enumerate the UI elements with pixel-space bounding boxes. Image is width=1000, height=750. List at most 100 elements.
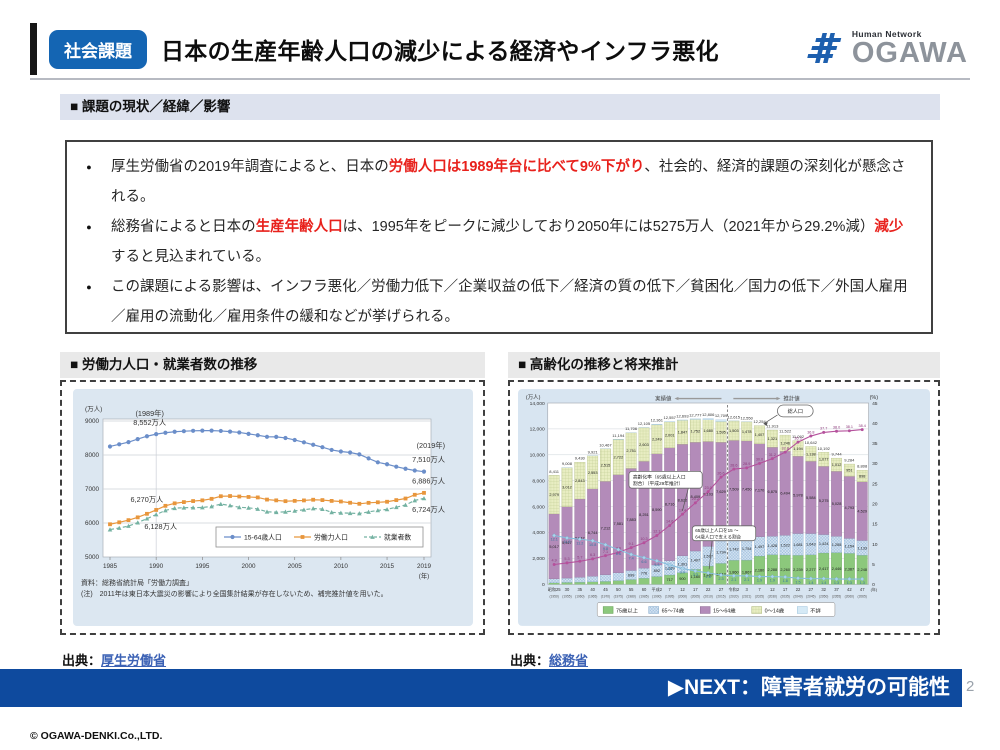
svg-text:12,557: 12,557 <box>663 415 676 420</box>
svg-text:1,428: 1,428 <box>768 544 778 548</box>
svg-text:17: 17 <box>783 587 788 592</box>
svg-text:1,246: 1,246 <box>780 442 790 446</box>
svg-text:2,843: 2,843 <box>575 479 585 483</box>
source-left-label: 出典： <box>62 653 102 668</box>
svg-text:0～14歳: 0～14歳 <box>765 606 785 614</box>
svg-text:6,000: 6,000 <box>532 504 545 510</box>
svg-text:900: 900 <box>679 577 685 581</box>
svg-text:1.3: 1.3 <box>860 581 865 585</box>
svg-text:12,709: 12,709 <box>715 413 728 418</box>
svg-text:2,446: 2,446 <box>832 567 842 571</box>
svg-text:(2055): (2055) <box>832 595 841 599</box>
svg-text:2,288: 2,288 <box>768 568 778 572</box>
svg-text:(2050): (2050) <box>819 595 828 599</box>
svg-text:5: 5 <box>872 562 875 568</box>
svg-text:5,017: 5,017 <box>549 545 559 549</box>
svg-text:(2025): (2025) <box>755 595 764 599</box>
svg-text:45: 45 <box>603 587 608 592</box>
svg-text:(2005): (2005) <box>691 595 700 599</box>
svg-text:15～64歳: 15～64歳 <box>713 606 736 614</box>
svg-text:推計値: 推計値 <box>783 395 800 403</box>
svg-text:1,742: 1,742 <box>729 547 739 551</box>
svg-text:5.3: 5.3 <box>564 557 569 561</box>
svg-text:2.3: 2.3 <box>718 577 723 581</box>
svg-text:14,000: 14,000 <box>530 401 545 407</box>
svg-text:35.3: 35.3 <box>794 436 801 440</box>
svg-text:3,012: 3,012 <box>562 486 572 490</box>
svg-text:1.3: 1.3 <box>834 581 839 585</box>
svg-text:38.1: 38.1 <box>846 425 853 429</box>
svg-text:36.8: 36.8 <box>807 430 814 434</box>
source-right-link[interactable]: 総務省 <box>549 653 589 668</box>
svg-text:5,978: 5,978 <box>793 493 803 497</box>
svg-text:6.6: 6.6 <box>641 560 646 564</box>
svg-text:32: 32 <box>821 587 826 592</box>
svg-text:1,867: 1,867 <box>742 571 752 575</box>
bullet-item: ● 厚生労働省の2019年調査によると、日本の労働人口は1989年台に比べて9%下… <box>67 152 915 212</box>
svg-text:12.1: 12.1 <box>653 530 660 534</box>
svg-text:2005: 2005 <box>287 563 302 570</box>
svg-text:12.1: 12.1 <box>550 538 557 542</box>
svg-text:60: 60 <box>642 587 647 592</box>
svg-text:2,553: 2,553 <box>588 471 598 475</box>
svg-text:10: 10 <box>872 542 878 548</box>
svg-text:6,724万人: 6,724万人 <box>412 505 446 514</box>
svg-text:1,154: 1,154 <box>845 544 856 548</box>
svg-text:不詳: 不詳 <box>810 606 821 614</box>
svg-text:8,409: 8,409 <box>691 495 701 499</box>
svg-text:1,321: 1,321 <box>768 437 778 441</box>
svg-text:1,497: 1,497 <box>755 545 765 549</box>
svg-text:17: 17 <box>693 587 698 592</box>
svg-text:50: 50 <box>616 587 621 592</box>
svg-text:1,077: 1,077 <box>819 458 829 462</box>
svg-text:2.1: 2.1 <box>731 578 736 582</box>
svg-text:9.8: 9.8 <box>603 547 608 551</box>
svg-text:30: 30 <box>565 587 570 592</box>
svg-text:2010: 2010 <box>333 563 348 570</box>
svg-text:5,275: 5,275 <box>819 499 829 503</box>
svg-text:7,212: 7,212 <box>601 527 611 531</box>
svg-text:労働力人口: 労働力人口 <box>314 532 348 541</box>
svg-text:35: 35 <box>872 441 878 447</box>
svg-text:12,000: 12,000 <box>530 427 545 433</box>
svg-text:2.8: 2.8 <box>706 575 711 579</box>
svg-text:5.7: 5.7 <box>577 556 582 560</box>
svg-text:6.3: 6.3 <box>590 553 595 557</box>
svg-text:7.4: 7.4 <box>629 557 634 561</box>
svg-text:7,170: 7,170 <box>755 489 765 493</box>
svg-text:27: 27 <box>809 587 814 592</box>
logo-name: OGAWA <box>851 37 968 70</box>
svg-text:25: 25 <box>872 481 878 487</box>
svg-text:1,478: 1,478 <box>742 430 752 434</box>
svg-text:65歳以上人口を15 ～: 65歳以上人口を15 ～ <box>695 527 739 534</box>
svg-text:2,239: 2,239 <box>793 568 803 572</box>
svg-text:27: 27 <box>719 587 724 592</box>
svg-text:(1980): (1980) <box>626 595 635 599</box>
svg-text:(2065): (2065) <box>857 595 866 599</box>
page-number: 2 <box>966 678 975 695</box>
svg-text:4.9: 4.9 <box>552 559 557 563</box>
svg-text:2,751: 2,751 <box>626 449 636 453</box>
svg-text:11,194: 11,194 <box>612 433 625 438</box>
svg-text:47: 47 <box>860 587 865 592</box>
svg-text:(2021): (2021) <box>742 595 751 599</box>
svg-text:11.5: 11.5 <box>563 540 570 544</box>
svg-text:1.9: 1.9 <box>770 579 775 583</box>
svg-text:32.8: 32.8 <box>782 446 789 450</box>
svg-text:1,012: 1,012 <box>832 463 842 467</box>
labor-population-chart: 5000 6000 7000 8000 9000 (万人) 1985 1990 1995 2000… <box>69 389 476 626</box>
svg-text:令和2: 令和2 <box>729 586 740 592</box>
svg-text:1,860: 1,860 <box>729 571 739 575</box>
svg-text:総人口: 総人口 <box>788 407 803 415</box>
bullet-marker: ● <box>86 282 92 292</box>
source-left-link[interactable]: 厚生労働省 <box>101 653 167 668</box>
svg-text:1,847: 1,847 <box>678 431 688 435</box>
svg-text:1995: 1995 <box>195 563 210 570</box>
svg-text:8,808: 8,808 <box>857 464 868 469</box>
svg-text:776: 776 <box>641 572 647 576</box>
logo-text: Human Network OGAWA <box>852 30 968 69</box>
svg-text:(1995): (1995) <box>665 595 674 599</box>
svg-text:10,000: 10,000 <box>530 453 545 459</box>
aging-projection-chart: 0 2,000 4,000 6,000 8,000 10,000 12,000 14,000 0… <box>517 389 931 626</box>
svg-text:12,254: 12,254 <box>753 419 766 424</box>
